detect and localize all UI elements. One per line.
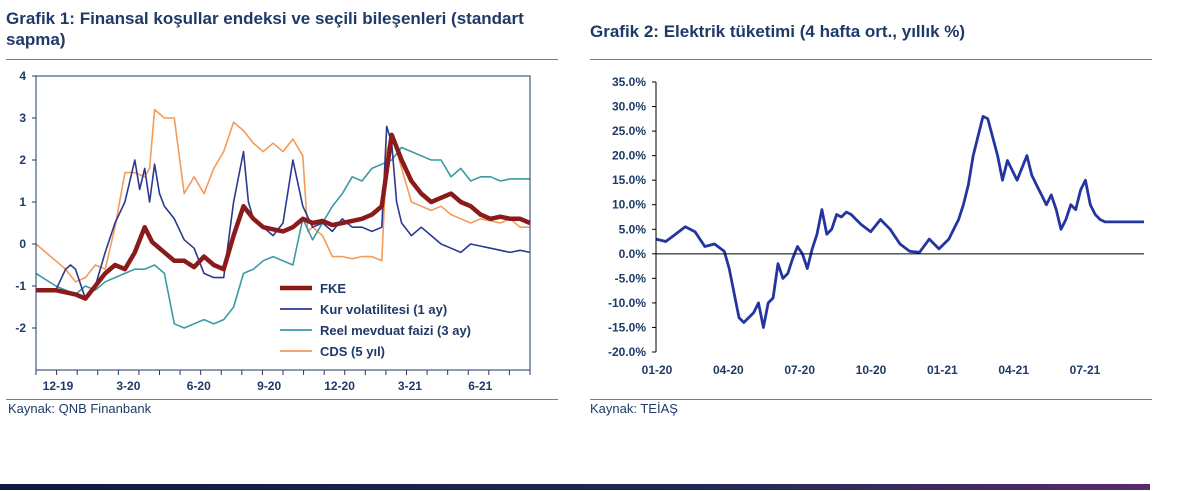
chart2-x-tick-label: 07-20 bbox=[784, 363, 815, 377]
chart1-y-tick-label: -2 bbox=[15, 321, 26, 335]
chart1-x-tick-label: 6-20 bbox=[187, 379, 211, 393]
chart1-y-tick-label: -1 bbox=[15, 279, 26, 293]
chart1-y-tick-label: 0 bbox=[19, 237, 26, 251]
chart2-y-tick-label: 5.0% bbox=[619, 222, 647, 236]
chart1-x-tick-label: 12-19 bbox=[43, 379, 74, 393]
chart1-plot-frame bbox=[35, 75, 531, 371]
chart2-x-tick-label: 01-20 bbox=[642, 363, 673, 377]
chart1-svg: 4 3 2 1 0 -1 -2 12-19 3-20 6-20 9-20 12-20 3-21 6-21… bbox=[15, 69, 531, 393]
chart1-y-tick-label: 3 bbox=[19, 111, 26, 125]
chart1-legend-label-2: Reel mevduat faizi (3 ay) bbox=[320, 323, 471, 338]
chart2-x-tick-label: 04-21 bbox=[998, 363, 1029, 377]
chart1-series-line-0 bbox=[36, 132, 531, 301]
chart2-y-tick-label: 20.0% bbox=[612, 149, 646, 163]
chart2-y-tick-label: 15.0% bbox=[612, 173, 646, 187]
chart1-series-line-1 bbox=[36, 125, 531, 300]
chart2-title: Grafik 2: Elektrik tüketimi (4 hafta ort… bbox=[590, 22, 966, 41]
chart2-source-rule bbox=[590, 399, 1152, 400]
chart1-title-rule bbox=[6, 59, 558, 60]
chart1-x-tick-label: 3-21 bbox=[398, 379, 422, 393]
chart2-y-tick-label: 10.0% bbox=[612, 198, 646, 212]
chart1-legend-label-1: Kur volatilitesi (1 ay) bbox=[320, 302, 447, 317]
chart2-x-tick-label: 04-20 bbox=[713, 363, 744, 377]
chart2-y-tick-label: 0.0% bbox=[619, 247, 647, 261]
chart2-y-tick-label: -20.0% bbox=[608, 345, 646, 359]
chart1-title: Grafik 1: Finansal koşullar endeksi ve s… bbox=[6, 9, 524, 49]
chart1-legend-label-0: FKE bbox=[320, 281, 346, 296]
chart1-x-tick-label: 3-20 bbox=[116, 379, 140, 393]
chart1-y-tick-label: 4 bbox=[19, 69, 26, 83]
chart1-x-tick-label: 9-20 bbox=[257, 379, 281, 393]
chart2-y-tick-label: -5.0% bbox=[615, 271, 647, 285]
chart1-y-tick-label: 2 bbox=[19, 153, 26, 167]
chart2-svg: 35.0% 30.0% 25.0% 20.0% 15.0% 10.0% 5.0% 0.0% -5… bbox=[608, 75, 1144, 377]
chart1-legend-label-3: CDS (5 yıl) bbox=[320, 344, 385, 359]
chart1-y-tick-label: 1 bbox=[19, 195, 26, 209]
chart1-series-line-2 bbox=[35, 146, 530, 329]
chart1-x-tick-label: 12-20 bbox=[324, 379, 355, 393]
footer-bar bbox=[0, 484, 1150, 490]
chart2-source: Kaynak: TEİAŞ bbox=[590, 401, 678, 416]
chart2-y-tick-label: 35.0% bbox=[612, 75, 646, 89]
chart2-title-rule bbox=[590, 59, 1152, 60]
chart2-y-tick-label: 30.0% bbox=[612, 100, 646, 114]
chart2-x-tick-label: 07-21 bbox=[1070, 363, 1101, 377]
chart2-y-tick-label: 25.0% bbox=[612, 124, 646, 138]
chart1-source-rule bbox=[6, 399, 558, 400]
chart2-series-line bbox=[655, 115, 1144, 329]
chart2-x-tick-label: 10-20 bbox=[856, 363, 887, 377]
chart1-source: Kaynak: QNB Finanbank bbox=[8, 401, 152, 416]
chart1-x-tick-label: 6-21 bbox=[468, 379, 492, 393]
chart2-y-tick-label: -15.0% bbox=[608, 320, 646, 334]
chart2-x-tick-label: 01-21 bbox=[927, 363, 958, 377]
chart2-y-tick-label: -10.0% bbox=[608, 296, 646, 310]
